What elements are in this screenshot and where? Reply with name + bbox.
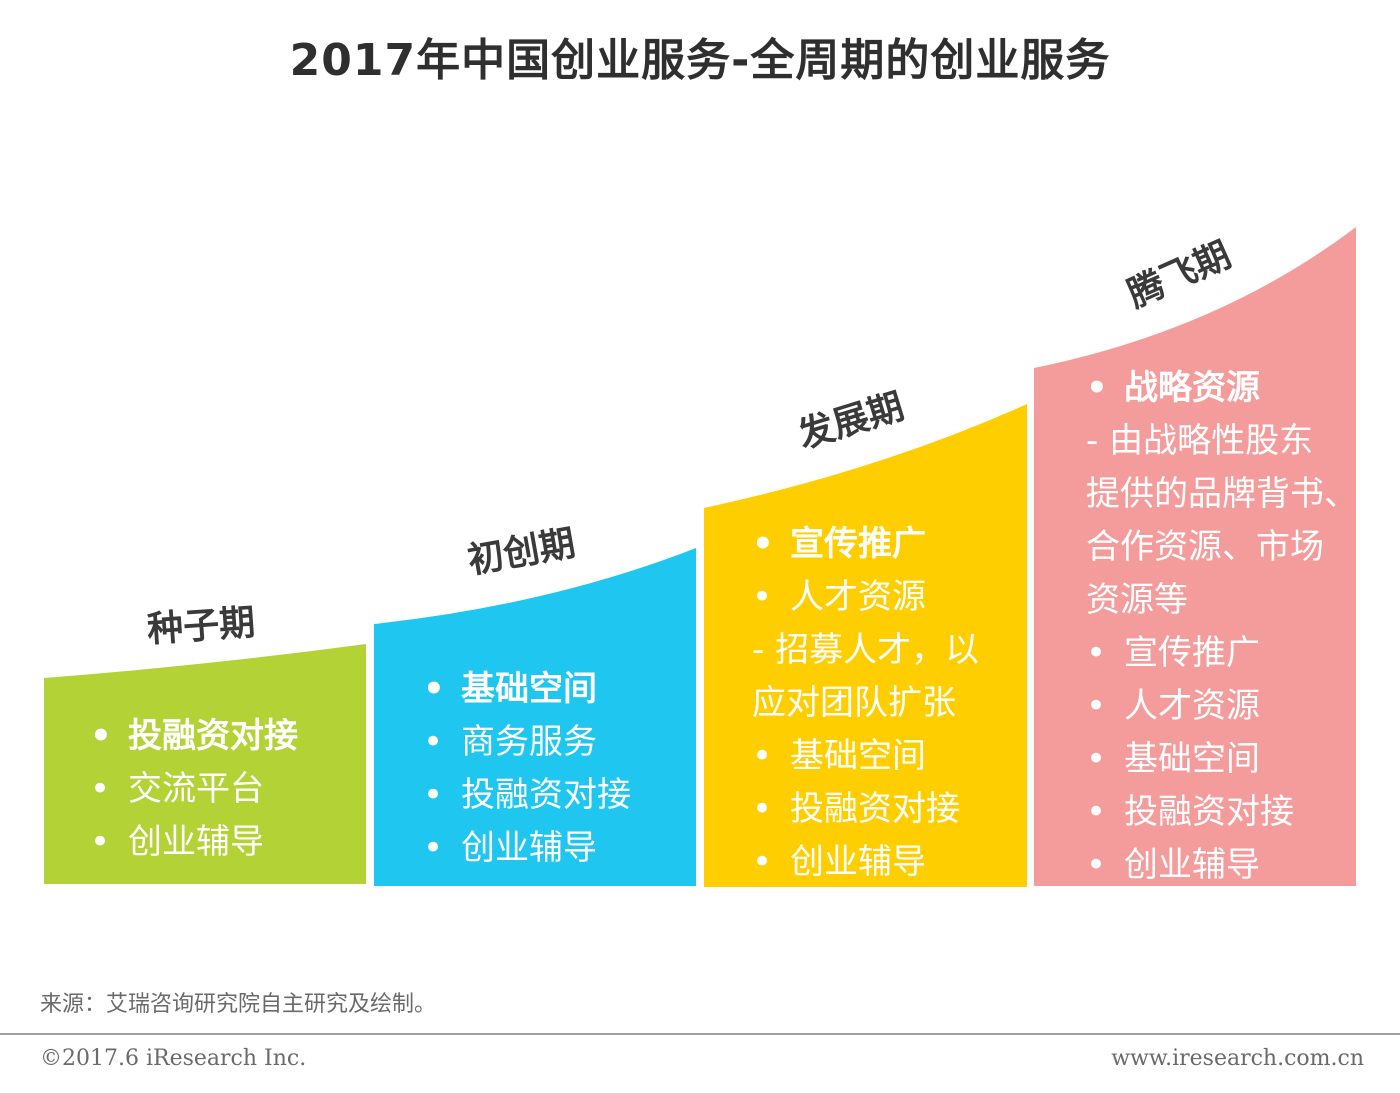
item-description-line: 合作资源、市场 (1086, 527, 1324, 567)
service-item: • 宣传推广 (1086, 627, 1358, 680)
bullet-icon: • (752, 736, 773, 776)
service-item-label: 基础空间 (1124, 739, 1260, 779)
service-item: • 交流平台 (90, 763, 298, 816)
page-title: 2017年中国创业服务-全周期的创业服务 (289, 35, 1111, 86)
service-item-label: 交流平台 (128, 769, 264, 809)
item-description-line: 提供的品牌背书、 (1086, 474, 1358, 514)
bullet-icon: • (423, 775, 444, 815)
takeoff-stage-block (1034, 227, 1356, 886)
bullet-icon: • (90, 716, 112, 756)
service-item: • 创业辅导 (1086, 839, 1358, 892)
service-item-label: 创业辅导 (461, 828, 597, 868)
service-item: • 战略资源 (1086, 362, 1358, 415)
seed-stage-block (44, 644, 366, 884)
bullet-icon: • (423, 722, 444, 762)
service-item: • 人才资源 (1086, 680, 1358, 733)
service-item: • 人才资源 (752, 571, 979, 624)
service-item: • 宣传推广 (752, 518, 979, 571)
startup-stage-items: • 基础空间 • 商务服务 • 投融资对接 • 创业辅导 (423, 663, 631, 875)
service-item-label: 投融资对接 (128, 716, 298, 756)
service-item-label: 战略资源 (1124, 368, 1260, 408)
service-item: • 创业辅导 (423, 822, 631, 875)
bullet-icon: • (1086, 368, 1108, 408)
service-item-label: 创业辅导 (128, 822, 264, 862)
bullet-icon: • (1086, 739, 1107, 779)
item-description-line: - 由战略性股东 (1086, 421, 1314, 461)
service-item-label: 宣传推广 (1124, 633, 1260, 673)
item-description-line: 应对团队扩张 (752, 683, 956, 723)
service-item: • 投融资对接 (1086, 786, 1358, 839)
website-link[interactable]: www.iresearch.com.cn (1111, 1046, 1364, 1071)
service-item-label: 人才资源 (790, 577, 926, 617)
service-item-label: 投融资对接 (790, 789, 960, 829)
item-description-line: - 招募人才，以 (752, 630, 980, 670)
bullet-icon: • (1086, 633, 1107, 673)
service-item: • 创业辅导 (90, 816, 298, 869)
bullet-icon: • (752, 524, 774, 564)
source-note: 来源：艾瑞咨询研究院自主研究及绘制。 (40, 992, 437, 1017)
service-item-label: 基础空间 (790, 736, 926, 776)
bullet-icon: • (423, 669, 445, 709)
bullet-icon: • (1086, 845, 1107, 885)
service-item-label: 投融资对接 (1124, 792, 1294, 832)
bullet-icon: • (752, 842, 773, 882)
stage-label-seed: 种子期 (145, 602, 257, 651)
service-item: • 投融资对接 (423, 769, 631, 822)
service-item-label: 创业辅导 (790, 842, 926, 882)
bullet-icon: • (752, 577, 773, 617)
service-item-label: 创业辅导 (1124, 845, 1260, 885)
service-item: • 基础空间 (423, 663, 631, 716)
bullet-icon: • (1086, 792, 1107, 832)
service-item-label: 商务服务 (461, 722, 597, 762)
service-item-label: 基础空间 (461, 669, 597, 709)
seed-stage-items: • 投融资对接 • 交流平台 • 创业辅导 (90, 710, 298, 869)
service-item: • 创业辅导 (752, 836, 979, 889)
growth-stage-block (704, 404, 1027, 887)
growth-stage-items: • 宣传推广 • 人才资源 - 招募人才，以 应对团队扩张 • 基础空间 • 投融资对接 • 创业辅导 (752, 518, 979, 889)
bullet-icon: • (752, 789, 773, 829)
service-item: • 投融资对接 (90, 710, 298, 763)
copyright-text: ©2017.6 iResearch Inc. (40, 1046, 307, 1071)
bullet-icon: • (423, 828, 444, 868)
takeoff-stage-items: • 战略资源 - 由战略性股东提供的品牌背书、 合作资源、市场 资源等 • 宣传推广 • 人才资… (1086, 362, 1358, 892)
service-item: • 基础空间 (1086, 733, 1358, 786)
service-item-label: 投融资对接 (461, 775, 631, 815)
bullet-icon: • (90, 822, 111, 862)
footer-divider (0, 1033, 1400, 1035)
service-item-label: 宣传推广 (790, 524, 926, 564)
service-item: • 基础空间 (752, 730, 979, 783)
startup-stage-block (374, 548, 696, 886)
bullet-icon: • (90, 769, 111, 809)
service-item: • 投融资对接 (752, 783, 979, 836)
item-description-line: 资源等 (1086, 580, 1188, 620)
service-item-label: 人才资源 (1124, 686, 1260, 726)
service-item: • 商务服务 (423, 716, 631, 769)
bullet-icon: • (1086, 686, 1107, 726)
